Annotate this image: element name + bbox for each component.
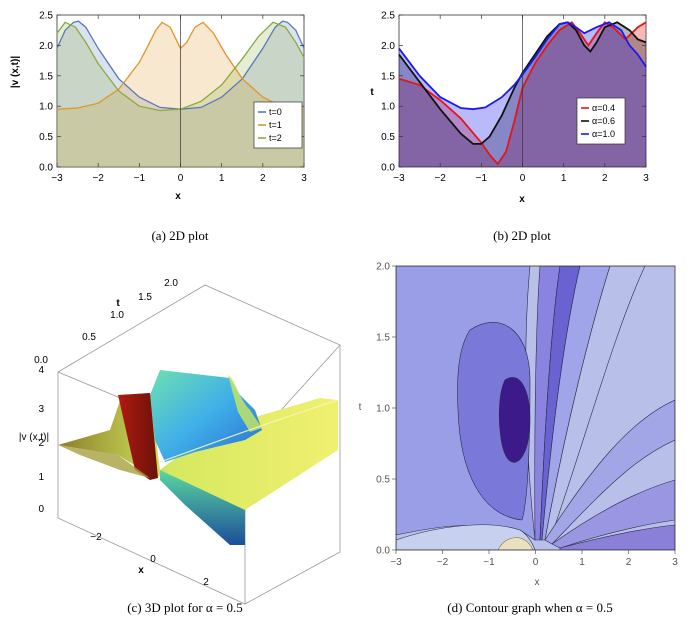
panel-b-legend-label: α=0.6 [592, 116, 615, 126]
panel-b-xtick-label: 3 [643, 173, 649, 184]
panel-b-xtick-label: 1 [561, 173, 567, 184]
panel-a-xtick-label: −3 [51, 173, 63, 184]
panel-a-ytick-label: 2.5 [39, 11, 53, 22]
panel-b-ytick-label: 1.0 [381, 102, 395, 113]
panel-c-zticks: 4 3 2 1 0 [38, 365, 44, 515]
panel-d-xtick-label: −1 [483, 557, 495, 568]
panel-b-ytick-label: 2.5 [381, 11, 395, 22]
panel-b-xtick-label: −2 [434, 173, 446, 184]
panel-c-xlabel: x [138, 565, 144, 576]
panel-d-ytick-label: 1.5 [376, 333, 390, 344]
panel-d-xtick-label: −2 [437, 557, 449, 568]
panel-b-xtick-label: 2 [602, 173, 608, 184]
panel-a-caption: (a) 2D plot [151, 228, 208, 243]
panel-c-xtick: −2 [90, 532, 102, 543]
panel-b-xtick-label: −3 [393, 173, 405, 184]
panel-b-legend-label: α=0.4 [592, 103, 615, 113]
panel-b-legend: α=0.4 α=0.6 α=1.0 [576, 97, 626, 145]
panel-b-ytick-label: 1.5 [381, 71, 395, 82]
panel-a-ytick-label: 1.0 [39, 102, 53, 113]
panel-a-ytick-label: 0.0 [39, 163, 53, 174]
panel-b-xtick-label: 0 [520, 173, 526, 184]
panel-b-series-line-1 [398, 21, 647, 145]
panel-c-xtick: 0 [150, 554, 156, 565]
panel-b-series-line-2 [398, 21, 647, 111]
panel-b-ytick-label: 2.0 [381, 41, 395, 52]
panel-a-chart: −3 −2 −1 0 1 2 3 0.0 0.5 1.0 1.5 2.0 2.5 t=0 t=1 t=2 x… [10, 11, 307, 244]
panel-c-ztick: 3 [38, 404, 44, 415]
panel-b-ytick-label: 0.5 [381, 132, 395, 143]
panel-a-xtick-label: 2 [260, 173, 266, 184]
panel-b-ytick-label: 0.0 [381, 163, 395, 174]
panel-d-xtick-label: 2 [626, 557, 632, 568]
panel-d-contours [396, 266, 675, 550]
panel-c-xtick: 2 [203, 577, 209, 588]
panel-a-xtick-label: 1 [219, 173, 225, 184]
panel-a-area-0 [57, 21, 304, 167]
panel-b-legend-label: α=1.0 [592, 129, 615, 139]
panel-d-ytick-label: 0.0 [376, 546, 390, 557]
panel-c-chart: 4 3 2 1 0 0.0 0.5 1.0 1.5 2.0 −2 0 2 t x… [19, 278, 341, 615]
panel-d-ylabel: t [359, 402, 362, 413]
panel-c-ytick: 0.5 [82, 332, 96, 343]
panel-d-xtick-label: −3 [390, 557, 402, 568]
panel-c-zlabel: |v (x,t)| [19, 432, 49, 443]
panel-d-chart: −3 −2 −1 0 1 2 3 0.0 0.5 1.0 1.5 2.0 x t (d) Contou… [359, 262, 679, 616]
panel-a-ytick-label: 0.5 [39, 132, 53, 143]
panel-d-xtick-label: 1 [579, 557, 585, 568]
panel-c-ztick: 2 [38, 438, 44, 449]
panel-d-xlabel: x [535, 577, 540, 588]
panel-a-xtick-label: 0 [178, 173, 184, 184]
panel-c-xticks: −2 0 2 [90, 532, 209, 588]
panel-c-ztick: 0 [38, 504, 44, 515]
panel-a-xtick-label: −1 [134, 173, 146, 184]
panel-c-ytick: 2.0 [164, 278, 178, 289]
panel-a-xtick-label: −2 [92, 173, 104, 184]
panel-a-xtick-label: 3 [301, 173, 307, 184]
panel-a-legend-label: t=1 [269, 120, 282, 130]
panel-b-xtick-label: −1 [476, 173, 488, 184]
panel-d-caption: (d) Contour graph when α = 0.5 [447, 600, 612, 615]
panel-a-legend-label: t=2 [269, 133, 282, 143]
panel-a-ytick-label: 1.5 [39, 71, 53, 82]
panel-a-xlabel: x [175, 191, 181, 202]
panel-c-ztick: 1 [38, 472, 44, 483]
panel-d-xtick-label: 0 [533, 557, 539, 568]
panel-c-ytick: 1.5 [138, 292, 152, 303]
panel-c-yticks: 0.0 0.5 1.0 1.5 2.0 [34, 278, 178, 366]
panel-c-surface [58, 370, 339, 545]
panel-d-ytick-label: 2.0 [376, 262, 390, 273]
panel-a-series-line-1 [56, 21, 305, 110]
panel-c-ztick: 4 [38, 365, 44, 376]
panel-b-ylabel: t [370, 87, 374, 98]
panel-c-ylabel: t [116, 298, 120, 309]
panel-b-caption: (b) 2D plot [493, 228, 551, 243]
panel-a-ylabel: |v (x,t)| [10, 56, 21, 88]
panel-d-ytick-label: 1.0 [376, 404, 390, 415]
panel-a-area-2 [57, 22, 304, 167]
panel-a-legend-label: t=0 [269, 107, 282, 117]
panel-a-legend: t=0 t=1 t=2 [253, 101, 303, 149]
panel-c-caption: (c) 3D plot for α = 0.5 [127, 600, 243, 615]
panel-b-chart: −3 −2 −1 0 1 2 30.00.51.01.52.02.5 α=0.4α=0.6α… [370, 11, 649, 244]
panel-c-ytick: 1.0 [110, 310, 124, 321]
panel-a-ytick-label: 2.0 [39, 41, 53, 52]
panel-c-ytick: 0.0 [34, 355, 48, 366]
panel-b-xlabel: x [519, 194, 525, 205]
panel-d-ytick-label: 0.5 [376, 475, 390, 486]
panel-d-xtick-label: 3 [672, 557, 678, 568]
